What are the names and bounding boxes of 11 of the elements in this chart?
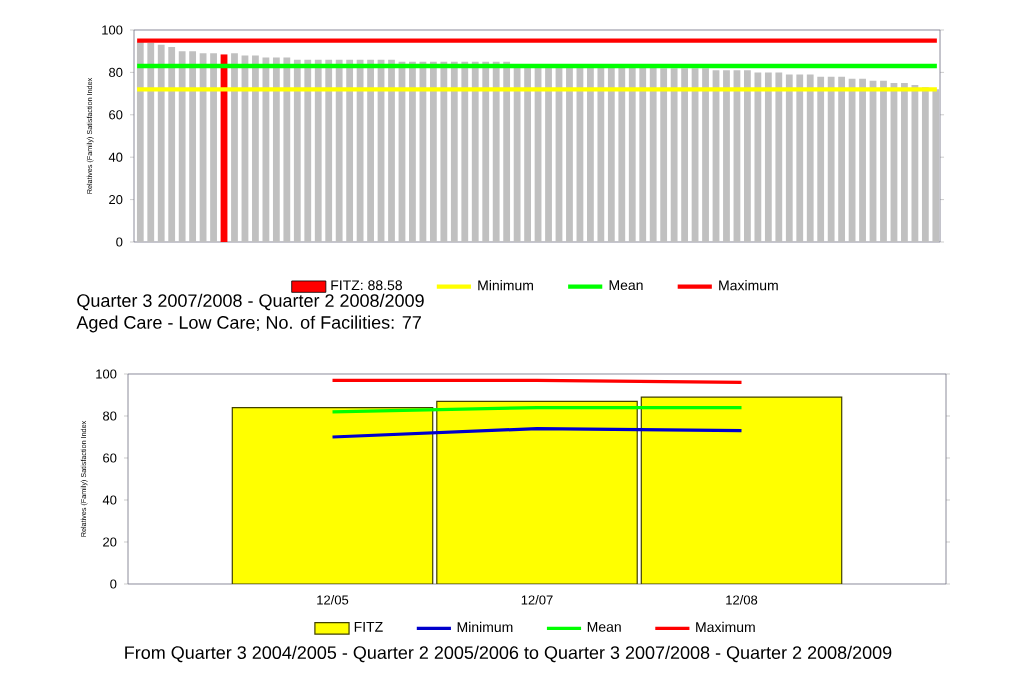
bar <box>388 59 395 242</box>
text: Quarter 3 2007/2008 - Quarter 2 2008/2009 <box>77 293 424 311</box>
text: Aged Care - Low Care; No. of Facilities: 77 <box>76 315 421 333</box>
bar <box>210 53 217 242</box>
bar <box>880 80 887 242</box>
bar <box>859 78 866 242</box>
bar <box>409 61 416 242</box>
text: From Quarter 3 2004/2005 - Quarter 2 2005/2006 to Quarter 3 2007/2008 - Quarter 2 2008/2009 <box>125 645 892 663</box>
bar <box>723 70 730 242</box>
bar <box>702 68 709 242</box>
bar <box>231 53 238 242</box>
